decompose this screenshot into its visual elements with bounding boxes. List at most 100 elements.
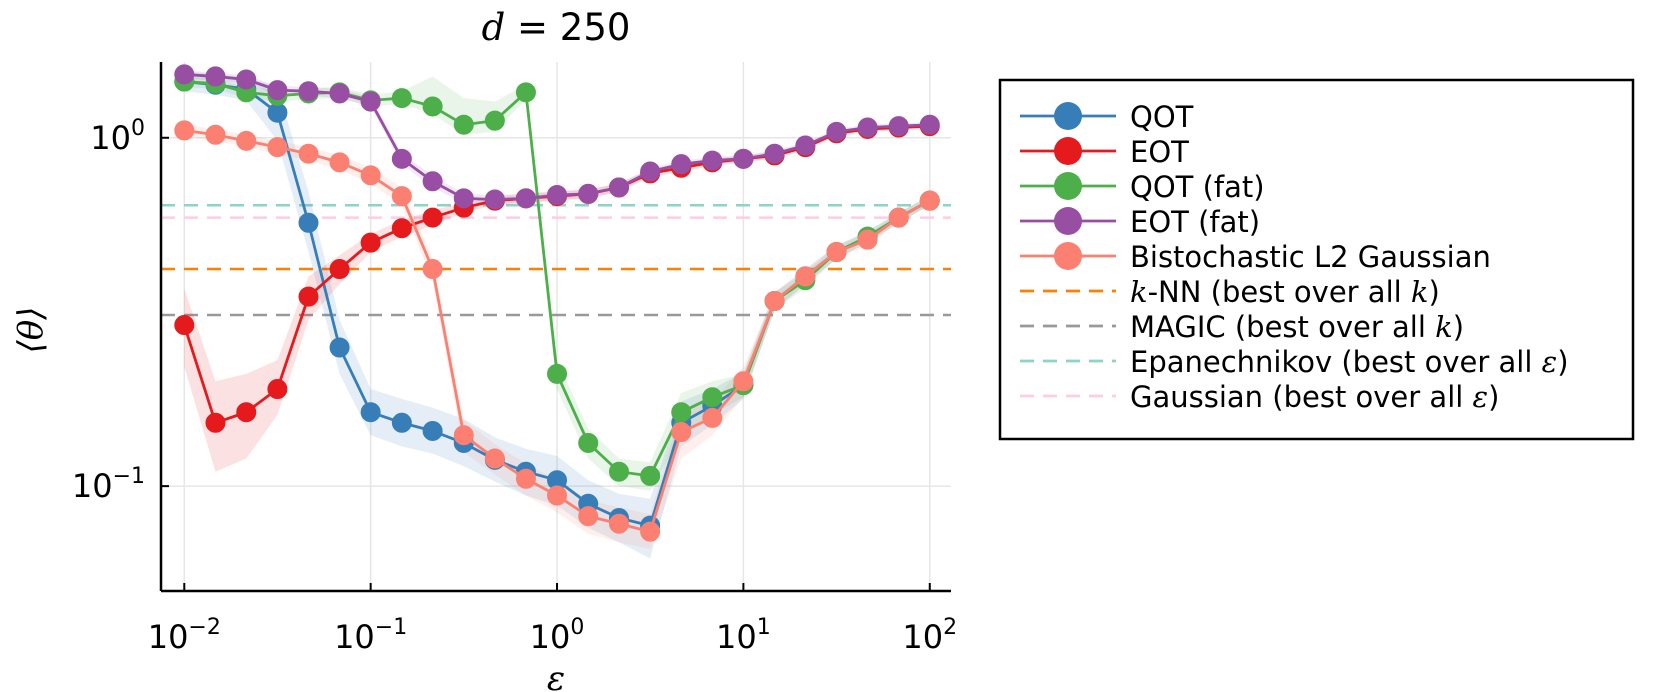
legend-label: Epanechnikov (best over all ε): [1130, 345, 1569, 379]
legend-swatch-marker: [1054, 102, 1082, 130]
data-point: [329, 152, 350, 173]
data-point: [608, 513, 629, 534]
data-point: [888, 207, 909, 228]
legend-swatch-marker: [1054, 207, 1082, 235]
data-point: [702, 150, 723, 171]
legend-label-part: Epanechnikov (best over all: [1130, 345, 1542, 379]
y-axis-label: ⟨θ⟩: [11, 307, 51, 354]
data-point: [702, 407, 723, 428]
legend-entry: MAGIC (best over all k): [1020, 310, 1464, 344]
data-point: [267, 379, 288, 400]
x-tick-label: 10−2: [148, 615, 221, 656]
data-point: [826, 241, 847, 262]
data-point: [547, 485, 568, 506]
data-point: [360, 165, 381, 186]
data-point: [453, 114, 474, 135]
data-point: [608, 461, 629, 482]
confidence-band: [184, 71, 930, 559]
legend-label: QOT (fat): [1130, 170, 1265, 204]
data-point: [795, 266, 816, 287]
data-point: [298, 286, 319, 307]
legend-label-part: -NN (best over all: [1148, 275, 1411, 309]
legend-label-part: ): [1488, 380, 1499, 414]
chart-title: d = 250: [482, 6, 631, 49]
data-point: [671, 422, 692, 443]
data-point: [329, 83, 350, 104]
x-tick-label: 10−1: [334, 615, 407, 656]
data-point: [578, 506, 599, 527]
data-point: [484, 189, 505, 210]
legend-swatch-marker: [1054, 137, 1082, 165]
x-axis-label: ε: [547, 659, 565, 692]
legend-label-part: EOT: [1130, 135, 1189, 169]
legend-label: EOT: [1130, 135, 1189, 169]
data-point: [360, 91, 381, 112]
data-point: [453, 425, 474, 446]
data-point: [236, 69, 257, 90]
legend-label: QOT: [1130, 100, 1194, 134]
legend-entry: Epanechnikov (best over all ε): [1020, 345, 1569, 379]
series: [174, 64, 940, 210]
y-tick-label: 10−1: [72, 464, 145, 505]
legend-label-part: EOT (fat): [1130, 205, 1260, 239]
legend-label-part: k: [1435, 310, 1453, 344]
data-point: [702, 387, 723, 408]
legend-entry: QOT: [1020, 100, 1194, 134]
data-point: [422, 171, 443, 192]
data-point: [733, 371, 754, 392]
data-point: [608, 177, 629, 198]
data-point: [640, 161, 661, 182]
data-point: [515, 188, 536, 209]
legend-label: EOT (fat): [1130, 205, 1260, 239]
legend-label: Bistochastic L2 Gaussian: [1130, 240, 1491, 274]
y-tick-label: 100: [90, 116, 145, 157]
data-point: [236, 402, 257, 423]
data-point: [174, 315, 195, 336]
data-point: [422, 96, 443, 117]
x-tick-label: 100: [530, 615, 585, 656]
x-tick-base: 10: [148, 618, 189, 656]
y-tick-base: 10: [90, 119, 131, 157]
legend-label-part: QOT (fat): [1130, 170, 1265, 204]
x-tick-base: 10: [530, 618, 571, 656]
data-point: [484, 110, 505, 131]
data-point: [857, 117, 878, 138]
legend-entry: EOT (fat): [1020, 205, 1260, 239]
data-point: [640, 521, 661, 542]
data-point: [453, 188, 474, 209]
data-point: [578, 432, 599, 453]
data-series: [174, 64, 940, 542]
data-point: [795, 135, 816, 156]
data-point: [329, 337, 350, 358]
legend-swatch-marker: [1054, 172, 1082, 200]
data-point: [391, 186, 412, 207]
data-point: [267, 102, 288, 123]
data-point: [547, 363, 568, 384]
x-tick-base: 10: [716, 618, 757, 656]
legend-label-part: Bistochastic L2 Gaussian: [1130, 240, 1491, 274]
x-tick-exponent: 0: [570, 615, 584, 640]
x-tick-exponent: 1: [757, 615, 771, 640]
data-point: [298, 81, 319, 102]
legend-label: k-NN (best over all k): [1130, 275, 1440, 309]
data-point: [329, 259, 350, 280]
x-tick-exponent: −1: [375, 615, 407, 640]
legend-entry: Gaussian (best over all ε): [1020, 380, 1499, 414]
x-tick-exponent: 2: [943, 615, 957, 640]
data-point: [391, 88, 412, 109]
legend-label: MAGIC (best over all k): [1130, 310, 1464, 344]
legend-label-part: ): [1557, 345, 1568, 379]
data-point: [547, 185, 568, 206]
data-point: [826, 121, 847, 142]
data-point: [391, 218, 412, 239]
y-tick-exponent: −1: [113, 464, 145, 489]
data-point: [422, 259, 443, 280]
legend-label-part: ): [1428, 275, 1439, 309]
data-point: [391, 148, 412, 169]
legend-swatch-marker: [1054, 242, 1082, 270]
data-point: [236, 130, 257, 151]
legend-entry: EOT: [1020, 135, 1189, 169]
data-point: [671, 402, 692, 423]
